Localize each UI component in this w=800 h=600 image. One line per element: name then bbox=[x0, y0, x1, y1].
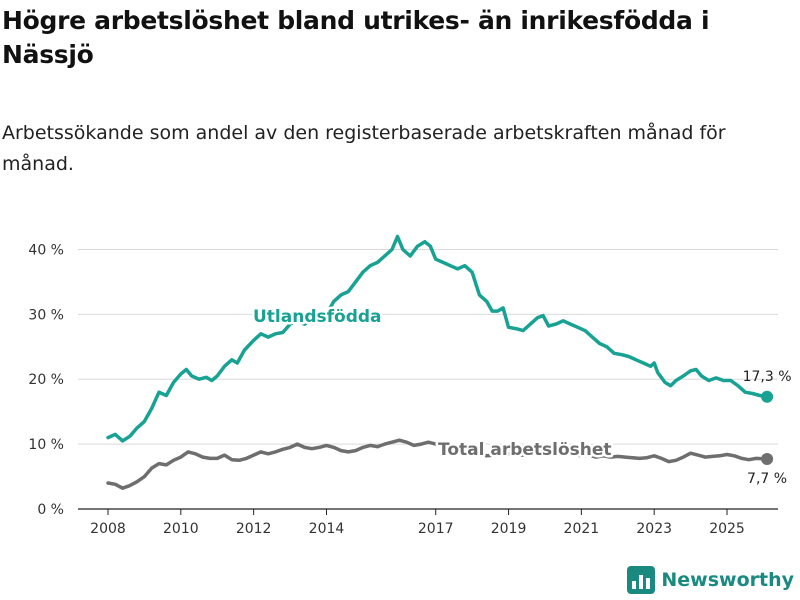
labels: Utlandsfödda Total arbetslöshet 17,3 % 7,7 … bbox=[251, 305, 792, 488]
end-point-total bbox=[761, 453, 774, 466]
series-label-total: Total arbetslöshet bbox=[438, 440, 612, 460]
series-line-utlandsfodda bbox=[106, 234, 769, 443]
y-tick-label: 40 % bbox=[28, 242, 64, 258]
newsworthy-logo: Newsworthy bbox=[627, 566, 794, 594]
x-tick-label: 2025 bbox=[709, 521, 745, 537]
end-value-utlandsfodda: 17,3 % bbox=[743, 369, 792, 385]
x-tick-label: 2014 bbox=[309, 521, 345, 537]
end-point-utlandsfodda bbox=[761, 390, 774, 403]
x-tick-label: 2017 bbox=[418, 521, 454, 537]
series-line-total bbox=[106, 438, 769, 490]
chart-title: Högre arbetslöshet bland utrikes- än inr… bbox=[2, 6, 710, 69]
y-tick-label: 20 % bbox=[28, 372, 64, 388]
series bbox=[106, 234, 774, 490]
x-tick-label: 2023 bbox=[636, 521, 672, 537]
newsworthy-icon bbox=[627, 566, 656, 594]
gridlines bbox=[78, 248, 778, 510]
x-tick-label: 2010 bbox=[163, 521, 199, 537]
x-tick-label: 2021 bbox=[564, 521, 600, 537]
series-label-utlandsfodda: Utlandsfödda bbox=[253, 307, 382, 327]
y-tick-label: 0 % bbox=[37, 502, 64, 518]
y-tick-label: 10 % bbox=[28, 437, 64, 453]
x-tick-label: 2019 bbox=[491, 521, 527, 537]
end-value-total: 7,7 % bbox=[747, 471, 787, 487]
chart-subtitle: Arbetssökande som andel av den registerb… bbox=[2, 122, 726, 175]
x-tick-label: 2012 bbox=[236, 521, 272, 537]
axes: 0 % 10 % 20 % 30 % 40 % 2008 2010 2012 2014 2017 2… bbox=[28, 242, 744, 537]
brand-name: Newsworthy bbox=[661, 569, 794, 591]
x-tick-label: 2008 bbox=[90, 521, 126, 537]
y-tick-label: 30 % bbox=[28, 307, 64, 323]
